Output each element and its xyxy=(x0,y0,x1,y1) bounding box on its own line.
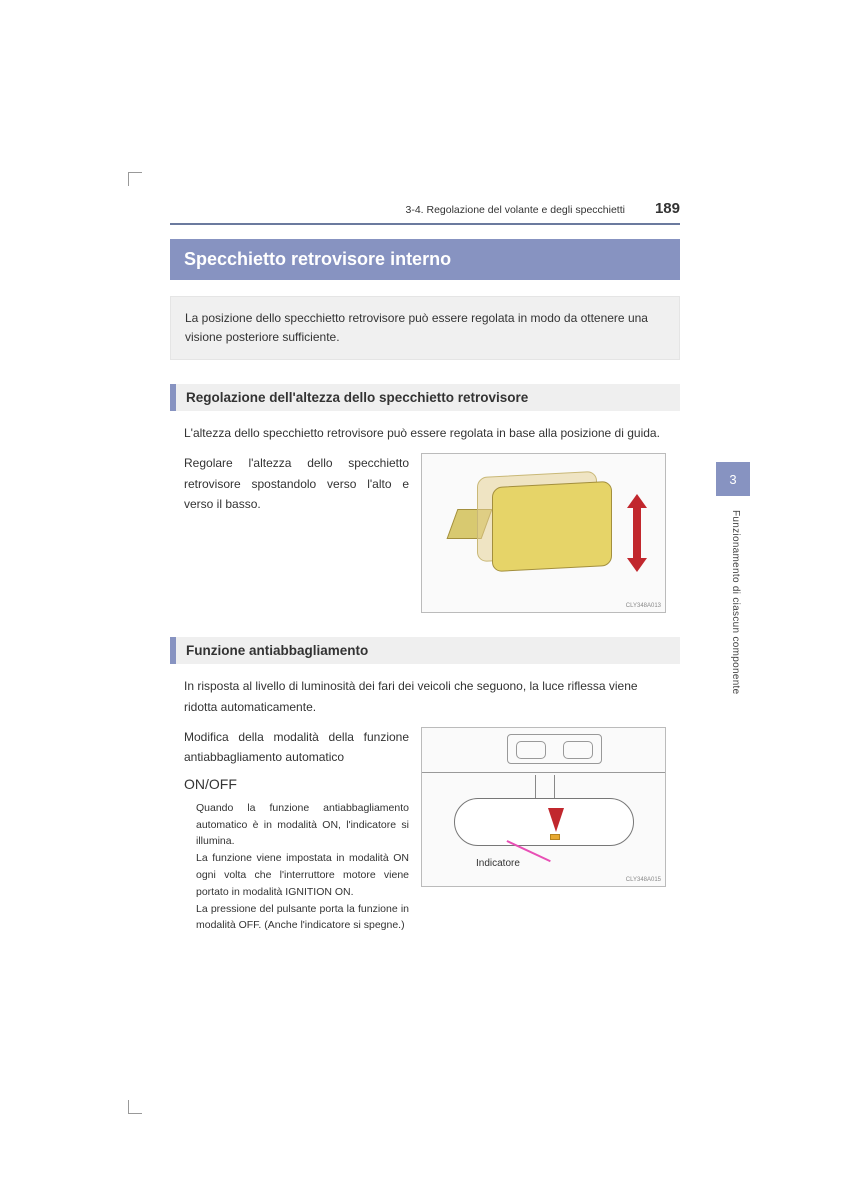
page-number: 189 xyxy=(655,200,680,217)
figure-code-2: CLY348A015 xyxy=(626,877,661,883)
mirror-shape xyxy=(492,481,612,572)
chapter-label: Funzionamento di ciascun componente xyxy=(730,510,741,695)
figure-code: CLY348A013 xyxy=(626,603,661,609)
section-breadcrumb: 3-4. Regolazione del volante e degli spe… xyxy=(405,204,624,216)
rear-mirror-shape xyxy=(454,798,634,846)
indicator-label: Indicatore xyxy=(476,858,520,869)
header-rule xyxy=(170,223,680,225)
section2-header: Funzione antiabbagliamento xyxy=(170,637,680,664)
page-title: Specchietto retrovisore interno xyxy=(170,239,680,280)
section2-row: Modifica della modalità della funzione a… xyxy=(170,727,680,934)
chapter-tab: 3 xyxy=(716,462,750,496)
section1-header: Regolazione dell'altezza dello specchiet… xyxy=(170,384,680,411)
overhead-console-shape xyxy=(507,734,602,764)
page-header: 3-4. Regolazione del volante e degli spe… xyxy=(170,200,680,217)
mirror-mount-shape xyxy=(535,775,555,799)
crop-mark-bl xyxy=(128,1100,142,1114)
section2-para2: Modifica della modalità della funzione a… xyxy=(184,727,409,768)
indicator-dot xyxy=(550,834,560,840)
pointer-arrow-icon xyxy=(548,808,564,832)
section2-figure: Indicatore CLY348A015 xyxy=(421,727,666,887)
section2-detail: Quando la funzione antiabbagliamento aut… xyxy=(184,800,409,934)
section1-row: Regolare l'altezza dello specchietto ret… xyxy=(170,453,680,613)
onoff-label: ON/OFF xyxy=(184,776,409,792)
crop-mark-tl xyxy=(128,172,142,186)
page-content: 3-4. Regolazione del volante e degli spe… xyxy=(170,200,680,938)
section1-figure: CLY348A013 xyxy=(421,453,666,613)
section1-para2: Regolare l'altezza dello specchietto ret… xyxy=(184,453,409,613)
section1-para1: L'altezza dello specchietto retrovisore … xyxy=(170,423,680,443)
section2-left-col: Modifica della modalità della funzione a… xyxy=(184,727,409,934)
intro-box: La posizione dello specchietto retroviso… xyxy=(170,296,680,360)
section2-para1: In risposta al livello di luminosità dei… xyxy=(170,676,680,717)
chapter-number: 3 xyxy=(729,472,736,487)
updown-arrow-icon xyxy=(627,494,647,572)
